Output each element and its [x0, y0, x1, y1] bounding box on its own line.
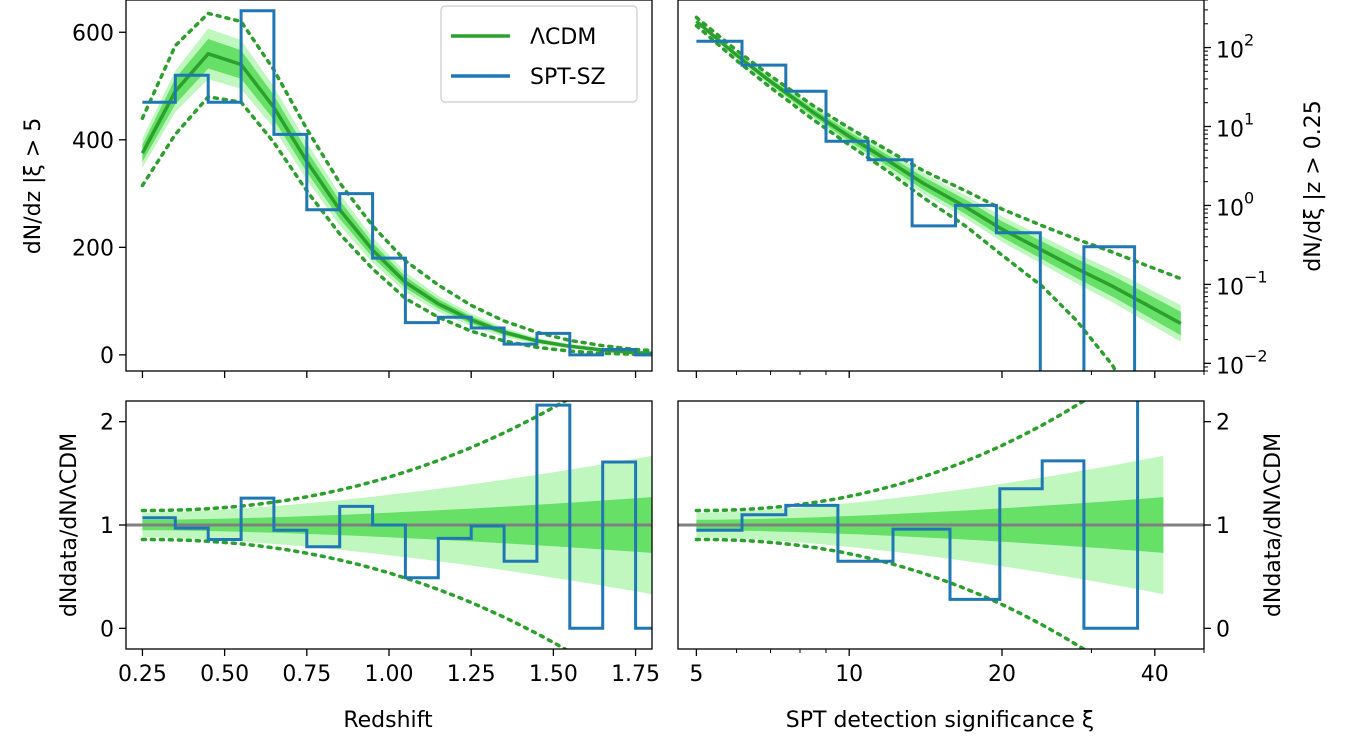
x-axis-label-significance: SPT detection significance ξ	[786, 708, 1094, 733]
ratio-dotted-lower-xi	[694, 537, 1087, 649]
bottom-right-ytick-label: 2	[1216, 411, 1230, 436]
top-left-ytick-label: 200	[72, 236, 114, 261]
ratio-histogram-z	[142, 403, 652, 630]
y-axis-label-dndz: dN/dz |ξ > 5	[21, 118, 46, 254]
model-dotted-lower-xi	[694, 23, 1118, 371]
bottom-left-xtick-label: 1.25	[447, 662, 496, 687]
top-right-ytick-label: 10−2	[1216, 346, 1268, 379]
panel-significance-counts: 10−2 10−1 100 101 102	[677, 0, 1268, 379]
top-right-ytick-label: 102	[1216, 31, 1254, 64]
y-axis-label-dndxi: dN/dξ |z > 0.25	[1301, 100, 1326, 271]
legend: ΛCDM SPT-SZ	[440, 5, 638, 103]
legend-label-data: SPT-SZ	[530, 65, 606, 90]
top-right-ytick-label: 100	[1216, 188, 1254, 221]
y-axis-label-ratio-right: dNdata/dNΛCDM	[1261, 433, 1286, 617]
bottom-left-xtick-label: 1.50	[529, 662, 578, 687]
legend-label-model: ΛCDM	[530, 25, 596, 50]
bottom-right-ytick-label: 1	[1216, 514, 1230, 539]
bottom-left-xtick-label: 1.00	[365, 662, 414, 687]
data-histogram-xi	[696, 39, 1137, 371]
top-left-ytick-label: 400	[72, 129, 114, 154]
top-left-ytick-label: 0	[100, 344, 114, 369]
legend-box	[440, 5, 638, 103]
bottom-right-xtick-label: 5	[689, 662, 703, 687]
panel-redshift-ratio: 0 1 2 0.25 0.50 0.75 1.00 1.25 1.50 1.75	[100, 400, 660, 687]
ratio-dotted-upper-z	[140, 401, 569, 513]
top-right-ytick-label: 101	[1216, 109, 1254, 142]
bottom-right-ytick-label: 0	[1216, 617, 1230, 642]
y-axis-label-ratio-left: dNdata/dNΛCDM	[57, 433, 82, 617]
top-right-ytick-label: 10−1	[1216, 267, 1268, 300]
bottom-left-ytick-label: 1	[100, 514, 114, 539]
panel-significance-ratio: 0 1 2 5 10 20 40	[677, 400, 1230, 687]
bottom-right-xtick-label: 20	[988, 662, 1016, 687]
bottom-left-ytick-label: 2	[100, 411, 114, 436]
bottom-right-xtick-label: 10	[835, 662, 863, 687]
top-left-ytick-label: 600	[72, 21, 114, 46]
ratio-histogram-xi	[696, 401, 1140, 630]
x-axis-label-redshift: Redshift	[343, 708, 433, 733]
ratio-dotted-lower-z	[140, 537, 569, 649]
bottom-left-ytick-label: 0	[100, 617, 114, 642]
bottom-left-xtick-label: 1.75	[611, 662, 660, 687]
data-histogram	[142, 9, 652, 357]
model-line-xi	[695, 19, 1182, 326]
top-right-frame	[677, 0, 1205, 372]
model-dotted-upper-xi	[694, 15, 1183, 281]
bottom-left-xtick-label: 0.25	[118, 662, 167, 687]
model-dotted-lower	[140, 94, 652, 357]
model-band-inner-xi	[696, 20, 1181, 336]
bottom-left-xtick-label: 0.50	[200, 662, 249, 687]
panel-redshift-counts: 0 200 400 600	[72, 0, 653, 378]
bottom-left-xtick-label: 0.75	[282, 662, 331, 687]
ratio-dotted-upper-xi	[694, 401, 1087, 513]
bottom-right-xtick-label: 40	[1141, 662, 1169, 687]
